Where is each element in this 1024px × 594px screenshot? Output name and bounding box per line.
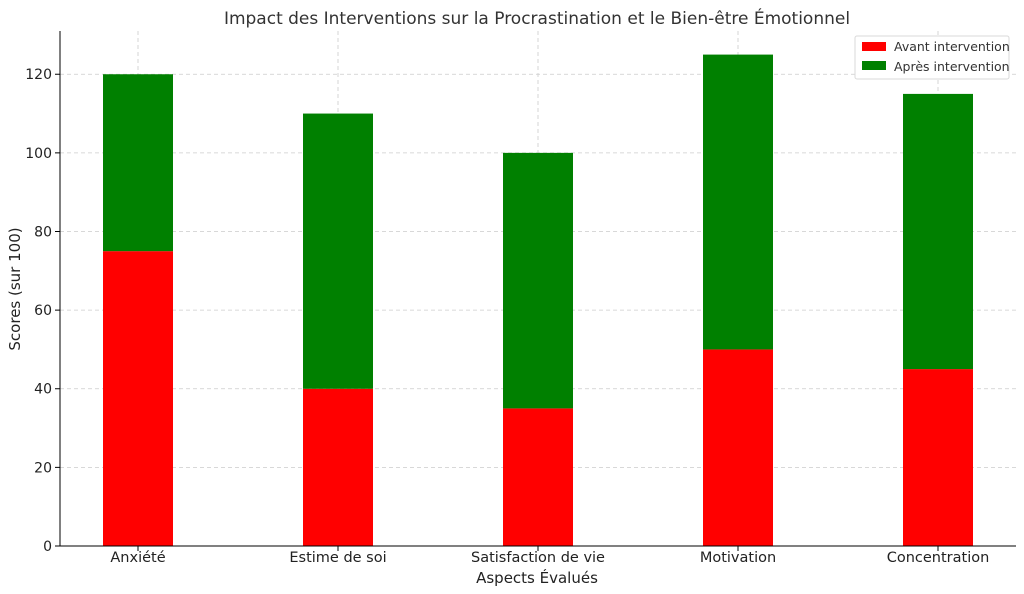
bar-motivation-apres (703, 54, 773, 350)
bars (103, 54, 973, 547)
bar-anxiete-apres (103, 74, 173, 252)
bar-estime-de-soi-avant (303, 388, 373, 546)
x-axis-label: Aspects Évalués (476, 568, 598, 587)
bar-estime-de-soi-apres (303, 113, 373, 389)
legend: Avant intervention Après intervention (854, 35, 1010, 80)
legend-swatch-avant (862, 42, 886, 51)
y-axis-label: Scores (sur 100) (6, 227, 24, 350)
legend-swatch-apres (862, 61, 886, 70)
chart-title: Impact des Interventions sur la Procrast… (224, 7, 850, 29)
y-tick-label-20: 20 (34, 460, 52, 476)
y-tick-label-0: 0 (43, 539, 52, 555)
y-tick-label-60: 60 (34, 303, 52, 319)
bar-motivation-avant (703, 349, 773, 546)
y-tick-label-120: 120 (25, 67, 52, 83)
ticks: 0 20 40 60 80 100 120 Anxiété Estime de soi Satis… (25, 67, 989, 566)
legend-label-apres: Après intervention (894, 59, 1010, 74)
bar-satisfaction-de-vie-avant (503, 408, 573, 546)
bar-concentration-apres (903, 93, 973, 370)
x-tick-label-estime-de-soi: Estime de soi (289, 550, 386, 566)
x-tick-label-anxiete: Anxiété (110, 550, 165, 566)
x-tick-label-satisfaction-de-vie: Satisfaction de vie (471, 550, 605, 566)
bar-concentration-avant (903, 369, 973, 546)
x-tick-label-concentration: Concentration (887, 550, 990, 566)
x-tick-label-motivation: Motivation (700, 550, 776, 566)
bar-anxiete-avant (103, 251, 173, 547)
y-tick-label-80: 80 (34, 224, 52, 240)
legend-label-avant: Avant intervention (894, 39, 1010, 54)
y-tick-label-100: 100 (25, 146, 52, 162)
bar-satisfaction-de-vie-apres (503, 152, 573, 409)
y-tick-label-40: 40 (34, 382, 52, 398)
legend-box (854, 35, 1010, 80)
